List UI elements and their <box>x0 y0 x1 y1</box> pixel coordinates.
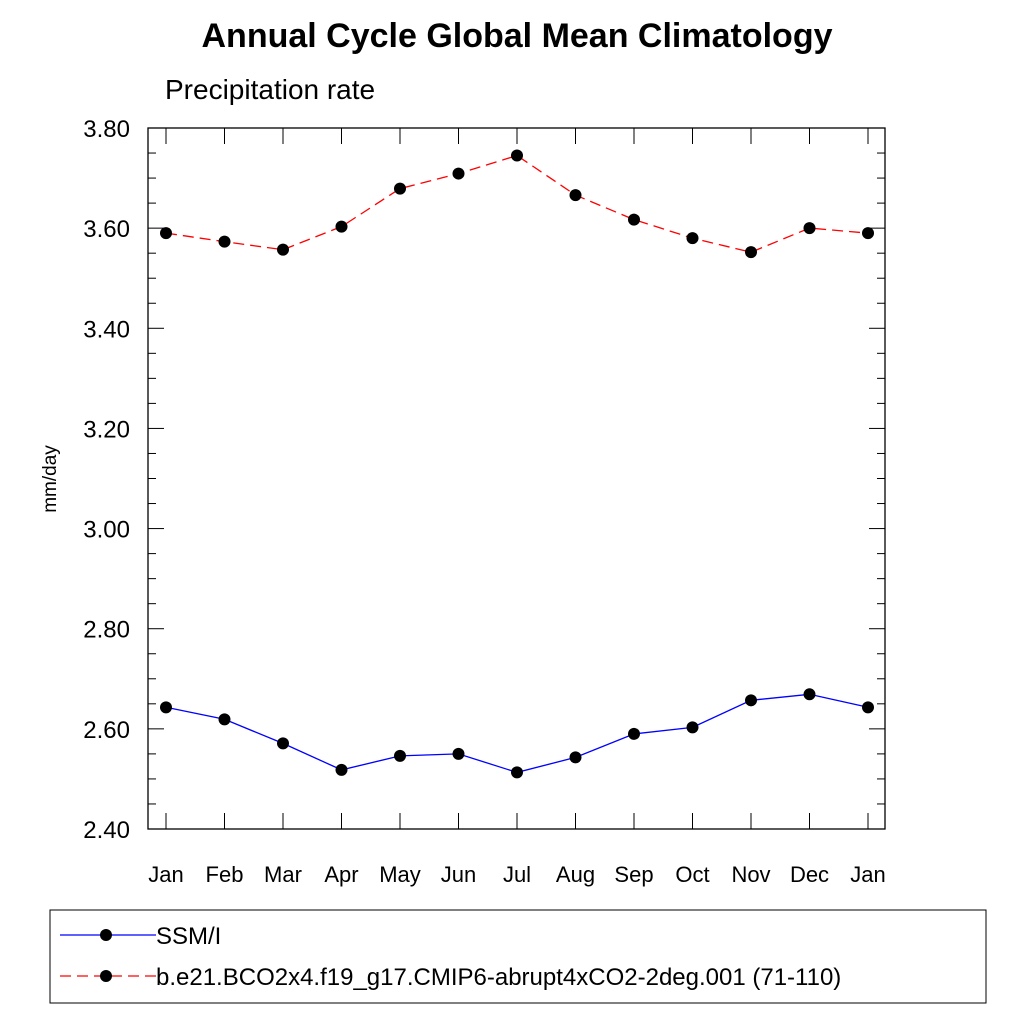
legend-marker <box>100 970 112 982</box>
data-point <box>394 182 406 195</box>
data-point <box>218 235 231 248</box>
legend-label: b.e21.BCO2x4.f19_g17.CMIP6-abrupt4xCO2-2… <box>156 964 841 991</box>
data-point <box>277 243 289 256</box>
y-tick-label: 3.20 <box>83 416 130 443</box>
data-point <box>218 713 231 726</box>
y-tick-label: 3.60 <box>83 216 130 243</box>
y-tick-label: 2.80 <box>83 617 130 644</box>
data-point <box>452 167 465 180</box>
x-tick-label: Aug <box>556 862 595 887</box>
y-tick-label: 3.00 <box>83 517 130 544</box>
x-tick-labels: Jan Feb Mar Apr May Jun Jul Aug Sep Oct Nov Dec Jan <box>148 862 885 887</box>
x-tick-label: Jan <box>850 862 885 887</box>
x-tick-label: Oct <box>675 862 709 887</box>
data-point <box>511 766 523 779</box>
data-point <box>394 749 406 762</box>
chart-subtitle: Precipitation rate <box>165 74 375 105</box>
data-point <box>803 222 816 235</box>
legend-label: SSM/I <box>156 923 221 950</box>
series-2 <box>160 149 874 259</box>
data-point <box>277 737 289 750</box>
legend-items: SSM/I b.e21.BCO2x4.f19_g17.CMIP6-abrupt4x… <box>60 923 841 991</box>
x-tick-label: Mar <box>264 862 302 887</box>
y-tick-labels: 3.80 3.60 3.40 3.20 3.00 2.80 2.60 2.40 <box>83 116 130 844</box>
legend: SSM/I b.e21.BCO2x4.f19_g17.CMIP6-abrupt4x… <box>49 909 987 1004</box>
y-tick-label: 2.40 <box>83 817 130 844</box>
y-tick-label: 2.60 <box>83 717 130 744</box>
data-point <box>335 763 348 776</box>
x-tick-label: Apr <box>324 862 358 887</box>
x-tick-label: May <box>379 862 421 887</box>
data-point <box>452 747 465 760</box>
legend-marker <box>100 929 112 941</box>
plot-axes <box>147 127 886 830</box>
data-point <box>745 246 757 259</box>
chart-title: Annual Cycle Global Mean Climatology <box>202 17 833 55</box>
data-point <box>335 220 348 233</box>
data-point <box>862 227 874 240</box>
data-point <box>160 227 172 240</box>
x-tick-label: Jul <box>503 862 531 887</box>
y-tick-label: 3.40 <box>83 316 130 343</box>
data-point <box>628 727 640 740</box>
series-layer <box>160 149 874 779</box>
data-point <box>569 751 582 764</box>
x-tick-label: Nov <box>731 862 770 887</box>
data-point <box>686 232 699 245</box>
data-point <box>686 721 699 734</box>
y-tick-label: 3.80 <box>83 116 130 143</box>
y-axis-label: mm/day <box>40 445 61 513</box>
data-point <box>745 694 757 707</box>
series-1-line <box>165 693 869 774</box>
x-tick-label: Sep <box>614 862 653 887</box>
x-tick-label: Jan <box>148 862 183 887</box>
data-point <box>511 149 523 162</box>
data-point <box>803 688 816 701</box>
data-point <box>628 213 640 226</box>
data-point <box>569 189 582 202</box>
x-tick-label: Feb <box>206 862 244 887</box>
x-tick-label: Jun <box>441 862 476 887</box>
plot-frame <box>147 127 886 830</box>
x-tick-label: Dec <box>790 862 829 887</box>
data-point <box>160 701 172 714</box>
series-2-line <box>165 154 869 253</box>
series-1 <box>160 688 874 779</box>
legend-box <box>49 909 987 1004</box>
data-point <box>862 701 874 714</box>
